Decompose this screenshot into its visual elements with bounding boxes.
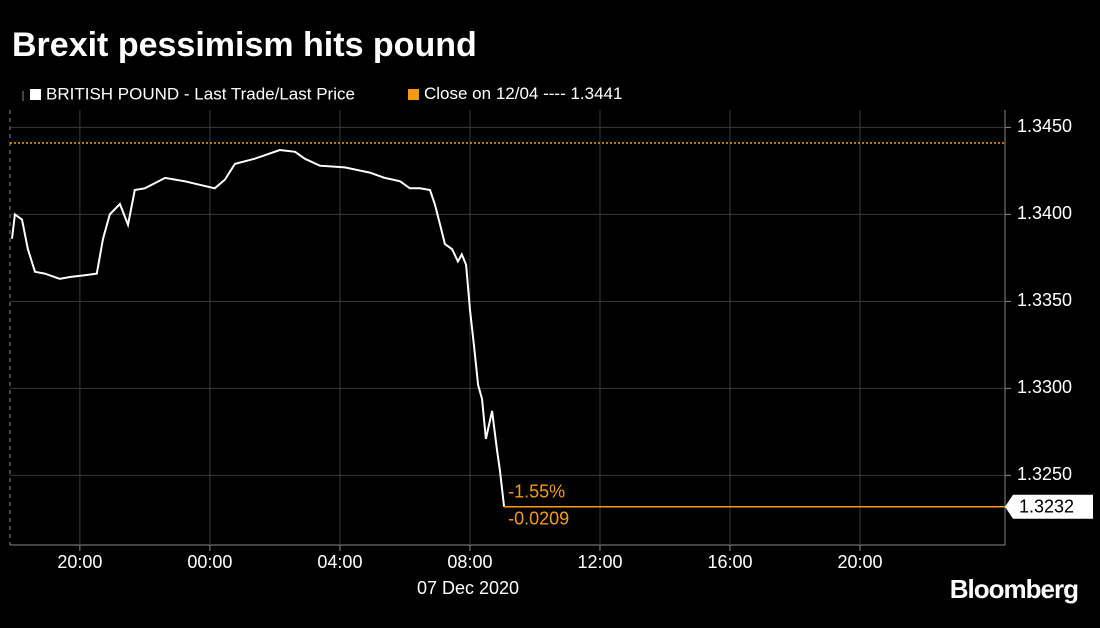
price-line <box>11 148 506 507</box>
legend-swatch <box>408 89 419 100</box>
legend-reference-name: Close on 12/04 ---- <box>424 84 566 103</box>
x-tick-label: 00:00 <box>187 552 232 572</box>
last-price-label: 1.3232 <box>1019 496 1074 516</box>
source-logo: Bloomberg <box>950 574 1078 604</box>
x-axis-label: 07 Dec 2020 <box>417 578 519 598</box>
x-tick-label: 08:00 <box>447 552 492 572</box>
x-tick-label: 20:00 <box>57 552 102 572</box>
y-tick-label: 1.3250 <box>1017 464 1072 484</box>
legend-label: Close on 12/04 ---- 1.3441 <box>424 84 622 103</box>
legend-swatch <box>30 89 41 100</box>
annotation: -1.55% <box>508 481 565 501</box>
legend-reference-value: 1.3441 <box>570 84 622 103</box>
x-tick-label: 20:00 <box>838 552 883 572</box>
y-tick-label: 1.3450 <box>1017 116 1072 136</box>
last-price-box <box>1005 494 1093 519</box>
y-tick-label: 1.3400 <box>1017 203 1072 223</box>
annotation: -0.0209 <box>508 508 569 528</box>
chart-title: Brexit pessimism hits pound <box>12 26 477 64</box>
x-tick-label: 12:00 <box>577 552 622 572</box>
legend-label: BRITISH POUND - Last Trade/Last Price <box>46 84 355 103</box>
x-tick-label: 16:00 <box>707 552 752 572</box>
y-tick-label: 1.3350 <box>1017 290 1072 310</box>
y-tick-label: 1.3300 <box>1017 377 1072 397</box>
x-tick-label: 04:00 <box>317 552 362 572</box>
